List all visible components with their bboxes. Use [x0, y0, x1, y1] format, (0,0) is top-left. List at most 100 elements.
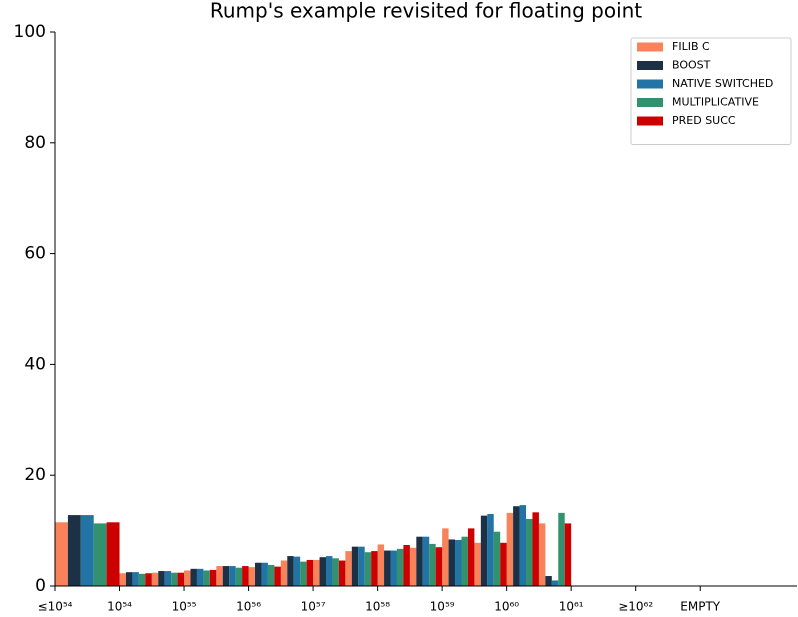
x-tick-label: EMPTY [680, 600, 721, 614]
bar [558, 512, 565, 586]
bar [519, 505, 527, 586]
x-tick-label: 10⁵⁹ [430, 600, 455, 614]
bar [242, 566, 249, 586]
bar [248, 567, 256, 586]
bar [138, 573, 146, 586]
bar [55, 522, 68, 586]
bar [338, 560, 346, 586]
bar [480, 515, 488, 586]
bar [235, 567, 243, 586]
bar [184, 570, 191, 586]
y-tick-label: 60 [24, 244, 46, 264]
legend-swatch [637, 98, 663, 107]
bar [274, 566, 281, 586]
legend-swatch [637, 79, 663, 89]
bar [390, 550, 397, 586]
bar [487, 513, 494, 586]
bar [474, 542, 481, 586]
x-tick-label: 10⁵⁶ [236, 600, 261, 614]
bar [545, 576, 552, 586]
bar [280, 560, 288, 586]
bar [551, 580, 559, 586]
y-tick-label: 80 [24, 133, 46, 153]
y-tick-label: 100 [14, 22, 46, 42]
legend-label: BOOST [672, 59, 711, 72]
bar [125, 572, 133, 586]
legend-label: FILIB C [672, 40, 710, 53]
x-tick-label: 10⁵⁷ [301, 600, 326, 614]
bar [403, 545, 410, 586]
x-tick-label: 10⁶⁰ [494, 600, 519, 614]
bar [106, 522, 120, 586]
legend-label: NATIVE SWITCHED [672, 77, 773, 90]
bar [364, 552, 372, 586]
bar [422, 536, 430, 586]
bar [409, 547, 417, 586]
bar [132, 572, 139, 586]
bar [435, 547, 443, 586]
y-tick-label: 0 [35, 576, 46, 596]
x-tick-label: ≤10⁵⁴ [38, 600, 73, 614]
bar [119, 573, 126, 586]
bar [358, 546, 365, 586]
bar [325, 556, 333, 586]
bar [164, 571, 172, 586]
bar [384, 550, 391, 586]
bar [190, 568, 197, 586]
bar [564, 523, 572, 586]
legend-box [630, 37, 792, 145]
legend-label: PRED SUCC [672, 114, 736, 127]
bar [293, 556, 301, 586]
bar [538, 523, 546, 586]
bar [158, 571, 165, 586]
bar [332, 558, 339, 586]
y-tick-label: 20 [24, 465, 46, 485]
bar [80, 515, 94, 586]
bar [461, 536, 468, 586]
bar [196, 568, 204, 586]
x-tick-label: 10⁵⁸ [365, 600, 390, 614]
bar [532, 512, 539, 586]
bar [93, 523, 107, 586]
bar [416, 536, 423, 586]
bar [500, 542, 507, 586]
bar [255, 562, 262, 586]
bar [513, 506, 520, 586]
x-tick-label: 10⁵⁵ [172, 600, 197, 614]
bar [300, 561, 307, 586]
bar [442, 528, 449, 586]
bar [526, 518, 533, 586]
x-tick-label: 10⁵⁴ [107, 600, 132, 614]
bar [306, 559, 314, 586]
bar [377, 544, 385, 586]
bar [351, 546, 359, 586]
bar [67, 515, 81, 586]
legend-swatch [637, 61, 663, 70]
bar [506, 512, 514, 586]
bar [267, 564, 275, 586]
legend-label: MULTIPLICATIVE [672, 96, 759, 109]
legend-swatch [637, 116, 663, 126]
bar [216, 566, 223, 586]
bar [222, 566, 230, 586]
bar [493, 531, 501, 586]
bar [261, 562, 268, 586]
x-tick-label: 10⁶¹ [559, 600, 584, 614]
x-tick-label: ≥10⁶² [618, 600, 653, 614]
bar [229, 566, 236, 586]
bar [429, 543, 436, 586]
bar [313, 559, 320, 586]
bar [448, 539, 456, 586]
y-tick-label: 40 [24, 354, 46, 374]
bar [145, 573, 152, 586]
bar [177, 572, 185, 586]
chart-title: Rump's example revisited for floating po… [210, 0, 642, 23]
bar [287, 556, 294, 586]
bar [171, 572, 178, 586]
bar [467, 528, 475, 586]
legend-swatch [637, 42, 663, 52]
bar [203, 570, 210, 586]
bar [455, 540, 462, 586]
bar [151, 572, 159, 586]
